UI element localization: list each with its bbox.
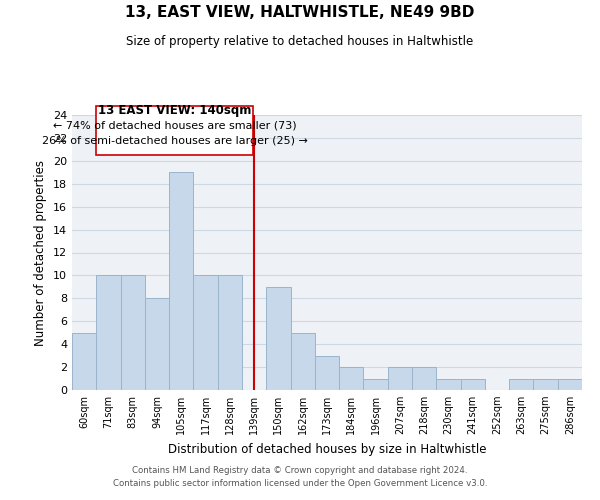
Text: 26% of semi-detached houses are larger (25) →: 26% of semi-detached houses are larger (… — [41, 136, 308, 146]
Bar — [290, 332, 315, 390]
Bar — [364, 378, 388, 390]
Text: 13 EAST VIEW: 140sqm: 13 EAST VIEW: 140sqm — [98, 104, 251, 117]
Bar — [558, 378, 582, 390]
Bar — [266, 287, 290, 390]
Bar — [121, 276, 145, 390]
Bar — [72, 332, 96, 390]
FancyBboxPatch shape — [96, 106, 253, 155]
Bar — [533, 378, 558, 390]
Y-axis label: Number of detached properties: Number of detached properties — [34, 160, 47, 346]
Bar — [461, 378, 485, 390]
Bar — [96, 276, 121, 390]
Bar — [193, 276, 218, 390]
Bar — [412, 367, 436, 390]
Bar — [436, 378, 461, 390]
Text: 13, EAST VIEW, HALTWHISTLE, NE49 9BD: 13, EAST VIEW, HALTWHISTLE, NE49 9BD — [125, 5, 475, 20]
Bar — [509, 378, 533, 390]
Text: Size of property relative to detached houses in Haltwhistle: Size of property relative to detached ho… — [127, 35, 473, 48]
Bar — [169, 172, 193, 390]
Text: Contains HM Land Registry data © Crown copyright and database right 2024.
Contai: Contains HM Land Registry data © Crown c… — [113, 466, 487, 487]
Text: Distribution of detached houses by size in Haltwhistle: Distribution of detached houses by size … — [168, 442, 486, 456]
Bar — [339, 367, 364, 390]
Bar — [145, 298, 169, 390]
Bar — [315, 356, 339, 390]
Text: ← 74% of detached houses are smaller (73): ← 74% of detached houses are smaller (73… — [53, 120, 296, 130]
Bar — [388, 367, 412, 390]
Bar — [218, 276, 242, 390]
